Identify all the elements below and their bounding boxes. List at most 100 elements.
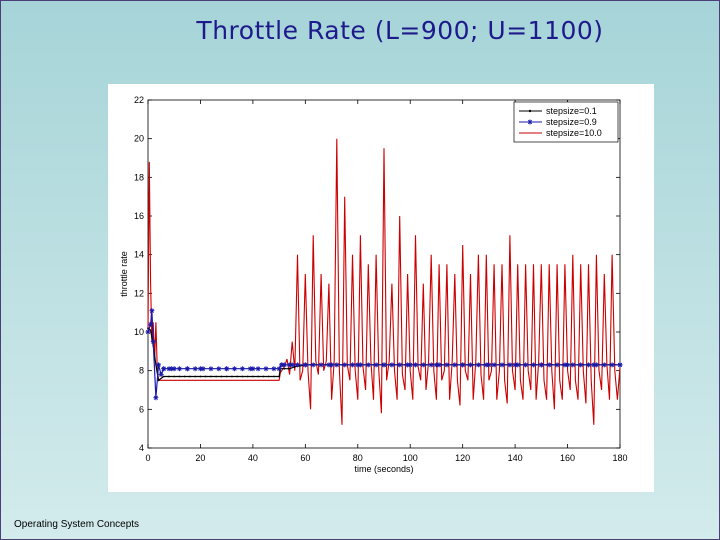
- series-2-marker: [499, 362, 505, 368]
- series-2-marker: [420, 362, 426, 368]
- series-2-point: [166, 366, 172, 372]
- series-2-marker: [530, 362, 536, 368]
- x-tick-label: 120: [455, 453, 470, 463]
- y-tick-label: 18: [134, 172, 144, 182]
- series-2-marker: [586, 362, 592, 368]
- series-1-point: [157, 379, 160, 382]
- y-tick-label: 22: [134, 95, 144, 105]
- series-2-marker: [161, 366, 167, 372]
- series-2-marker: [334, 362, 340, 368]
- series-2-marker: [570, 362, 576, 368]
- series-2-marker: [232, 366, 238, 372]
- series-2-point: [565, 362, 571, 368]
- series-2-marker: [381, 362, 387, 368]
- series-line-1: [147, 327, 620, 382]
- y-tick-label: 10: [134, 327, 144, 337]
- series-1-point: [204, 375, 207, 378]
- series-2-point: [512, 362, 518, 368]
- series-1-point: [241, 375, 244, 378]
- series-2-marker: [436, 362, 442, 368]
- series-2-marker: [216, 366, 222, 372]
- y-tick-label: 4: [139, 443, 144, 453]
- series-line-3: [147, 138, 621, 425]
- series-2-marker: [373, 362, 379, 368]
- series-2-marker: [601, 362, 607, 368]
- y-tick-label: 14: [134, 250, 144, 260]
- series-2-point: [148, 321, 154, 327]
- series-2-marker: [200, 366, 206, 372]
- x-tick-label: 80: [353, 453, 363, 463]
- series-2-point: [150, 339, 156, 345]
- series-2-marker: [294, 362, 300, 368]
- series-2-marker: [310, 362, 316, 368]
- series-2-point: [145, 329, 151, 335]
- series-1-point: [272, 375, 275, 378]
- series-2-point: [276, 366, 282, 372]
- series-2-marker: [515, 362, 521, 368]
- series-2-point: [197, 366, 203, 372]
- series-1-point: [162, 375, 165, 378]
- series-1-point: [236, 375, 239, 378]
- series-line-2: [147, 310, 620, 398]
- series-2-point: [250, 366, 256, 372]
- series-2-marker: [593, 362, 599, 368]
- x-tick-label: 140: [508, 453, 523, 463]
- series-2-marker: [452, 362, 458, 368]
- legend-marker-2: [527, 119, 533, 125]
- series-2-point: [591, 362, 597, 368]
- y-tick-label: 8: [139, 366, 144, 376]
- series-2-marker: [192, 366, 198, 372]
- series-2-marker: [302, 362, 308, 368]
- series-2-marker: [491, 362, 497, 368]
- series-2-point: [433, 362, 439, 368]
- series-2-marker: [357, 362, 363, 368]
- series-2-marker: [460, 362, 466, 368]
- series-2-marker: [468, 362, 474, 368]
- series-2-marker: [326, 362, 332, 368]
- legend-label-3: stepsize=10.0: [546, 128, 602, 138]
- series-2-marker: [271, 366, 277, 372]
- series-1-point: [178, 375, 181, 378]
- series-2-marker: [224, 366, 230, 372]
- series-2-marker: [176, 366, 182, 372]
- series-1-point: [194, 375, 197, 378]
- series-1-point: [262, 375, 265, 378]
- footer-text: Operating System Concepts: [14, 519, 140, 530]
- series-2-marker: [405, 362, 411, 368]
- series-1-point: [231, 375, 233, 378]
- series-2-marker: [279, 362, 285, 368]
- series-1-point: [199, 375, 202, 378]
- series-2-marker: [350, 362, 356, 368]
- series-1-point: [210, 375, 212, 378]
- series-2-marker: [444, 362, 450, 368]
- series-2-point: [407, 362, 413, 368]
- series-2-point: [149, 308, 155, 314]
- series-2-point: [289, 362, 295, 368]
- series-2-marker: [184, 366, 190, 372]
- series-2-marker: [609, 362, 615, 368]
- y-tick-label: 20: [134, 134, 144, 144]
- series-2-marker: [208, 366, 214, 372]
- series-1-point: [278, 375, 281, 378]
- x-tick-label: 40: [248, 453, 258, 463]
- series-2-point: [329, 362, 335, 368]
- legend-marker-1: [528, 109, 532, 113]
- series-2-marker: [389, 362, 395, 368]
- series-2-marker: [247, 366, 253, 372]
- x-tick-label: 0: [145, 453, 150, 463]
- series-2-marker: [483, 362, 489, 368]
- series-2-marker: [318, 362, 324, 368]
- series-1-point: [173, 375, 176, 378]
- series-group: [145, 138, 623, 425]
- series-2-marker: [287, 362, 293, 368]
- y-tick-label: 16: [134, 211, 144, 221]
- series-1-point: [288, 367, 291, 370]
- series-1-point: [225, 375, 228, 378]
- x-tick-label: 60: [300, 453, 310, 463]
- series-2-marker: [617, 362, 623, 368]
- y-tick-label: 12: [134, 288, 144, 298]
- y-axis-label: throttle rate: [119, 251, 129, 297]
- throttle-rate-chart: 0 20 40 60 80 100 120 140 160 180 4 6 8 10 12 14 16 18 20 2…: [119, 95, 628, 474]
- chart-panel: 0 20 40 60 80 100 120 140 160 180 4 6 8 10 12 14 16 18 20 2…: [108, 84, 654, 492]
- legend-label-2: stepsize=0.9: [546, 117, 597, 127]
